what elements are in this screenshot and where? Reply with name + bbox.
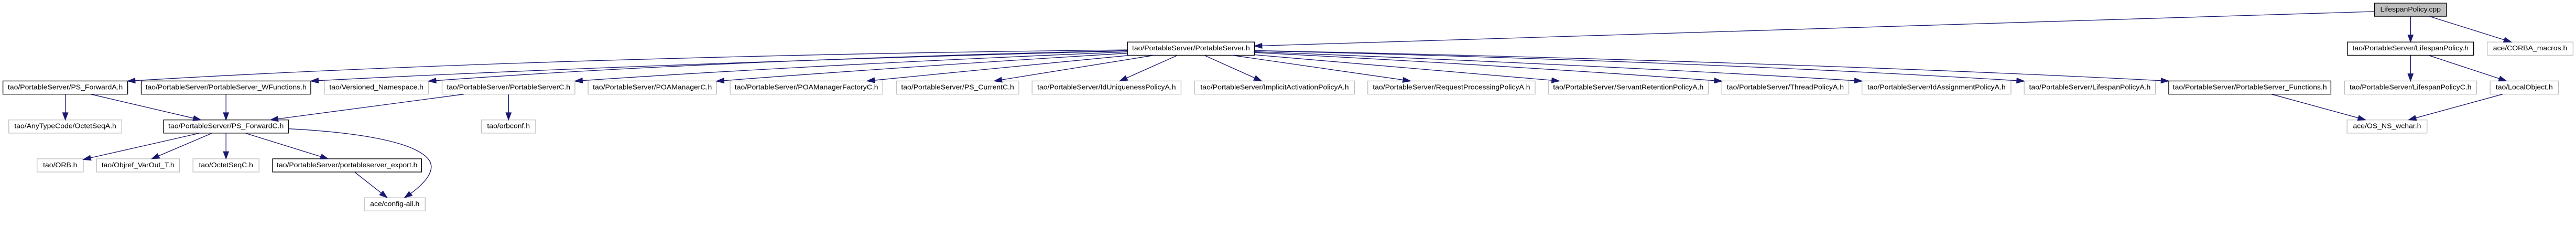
svg-text:tao/PortableServer/PS_CurrentC: tao/PortableServer/PS_CurrentC.h: [901, 83, 1014, 91]
svg-text:LifespanPolicy.cpp: LifespanPolicy.cpp: [2380, 5, 2441, 13]
svg-text:tao/OctetSeqC.h: tao/OctetSeqC.h: [199, 161, 253, 169]
svg-text:tao/PortableServer/PortableSer: tao/PortableServer/PortableServerC.h: [447, 83, 570, 91]
svg-text:tao/AnyTypeCode/OctetSeqA.h: tao/AnyTypeCode/OctetSeqA.h: [14, 122, 116, 130]
svg-text:tao/PortableServer/PS_ForwardA: tao/PortableServer/PS_ForwardA.h: [8, 83, 123, 91]
svg-text:tao/PortableServer/PortableSer: tao/PortableServer/PortableServer_Functi…: [2173, 83, 2327, 91]
svg-text:tao/PortableServer/LifespanPol: tao/PortableServer/LifespanPolicy.h: [2353, 44, 2469, 52]
svg-text:tao/PortableServer/POAManagerF: tao/PortableServer/POAManagerFactoryC.h: [735, 83, 878, 91]
svg-text:tao/Versioned_Namespace.h: tao/Versioned_Namespace.h: [329, 83, 423, 91]
svg-text:tao/PortableServer/IdAssignmen: tao/PortableServer/IdAssignmentPolicyA.h: [1867, 83, 2006, 91]
svg-text:tao/PortableServer/LifespanPol: tao/PortableServer/LifespanPolicyC.h: [2350, 83, 2472, 91]
svg-text:ace/config-all.h: ace/config-all.h: [370, 200, 419, 208]
svg-text:tao/PortableServer/IdUniquenes: tao/PortableServer/IdUniquenessPolicyA.h: [1037, 83, 1176, 91]
svg-text:tao/orbconf.h: tao/orbconf.h: [487, 122, 530, 130]
svg-text:tao/PortableServer/ServantRete: tao/PortableServer/ServantRetentionPolic…: [1553, 83, 1703, 91]
svg-text:tao/PortableServer/RequestProc: tao/PortableServer/RequestProcessingPoli…: [1373, 83, 1530, 91]
svg-text:tao/PortableServer/ThreadPolic: tao/PortableServer/ThreadPolicyA.h: [1727, 83, 1844, 91]
svg-text:tao/PortableServer/PortableSer: tao/PortableServer/PortableServer_WFunct…: [146, 83, 307, 91]
svg-text:tao/PortableServer/PS_ForwardC: tao/PortableServer/PS_ForwardC.h: [168, 122, 284, 130]
svg-text:tao/ORB.h: tao/ORB.h: [43, 161, 77, 169]
svg-text:ace/OS_NS_wchar.h: ace/OS_NS_wchar.h: [2353, 122, 2421, 130]
svg-text:tao/Objref_VarOut_T.h: tao/Objref_VarOut_T.h: [102, 161, 175, 169]
svg-text:tao/PortableServer/POAManagerC: tao/PortableServer/POAManagerC.h: [593, 83, 712, 91]
svg-text:tao/PortableServer/ImplicitAct: tao/PortableServer/ImplicitActivationPol…: [1200, 83, 1349, 91]
svg-text:tao/PortableServer/portableser: tao/PortableServer/portableserver_export…: [277, 161, 417, 169]
svg-text:tao/PortableServer/PortableSer: tao/PortableServer/PortableServer.h: [1132, 44, 1250, 52]
svg-text:tao/LocalObject.h: tao/LocalObject.h: [2496, 83, 2553, 91]
svg-text:tao/PortableServer/LifespanPol: tao/PortableServer/LifespanPolicyA.h: [2029, 83, 2151, 91]
svg-text:ace/CORBA_macros.h: ace/CORBA_macros.h: [2493, 44, 2568, 52]
